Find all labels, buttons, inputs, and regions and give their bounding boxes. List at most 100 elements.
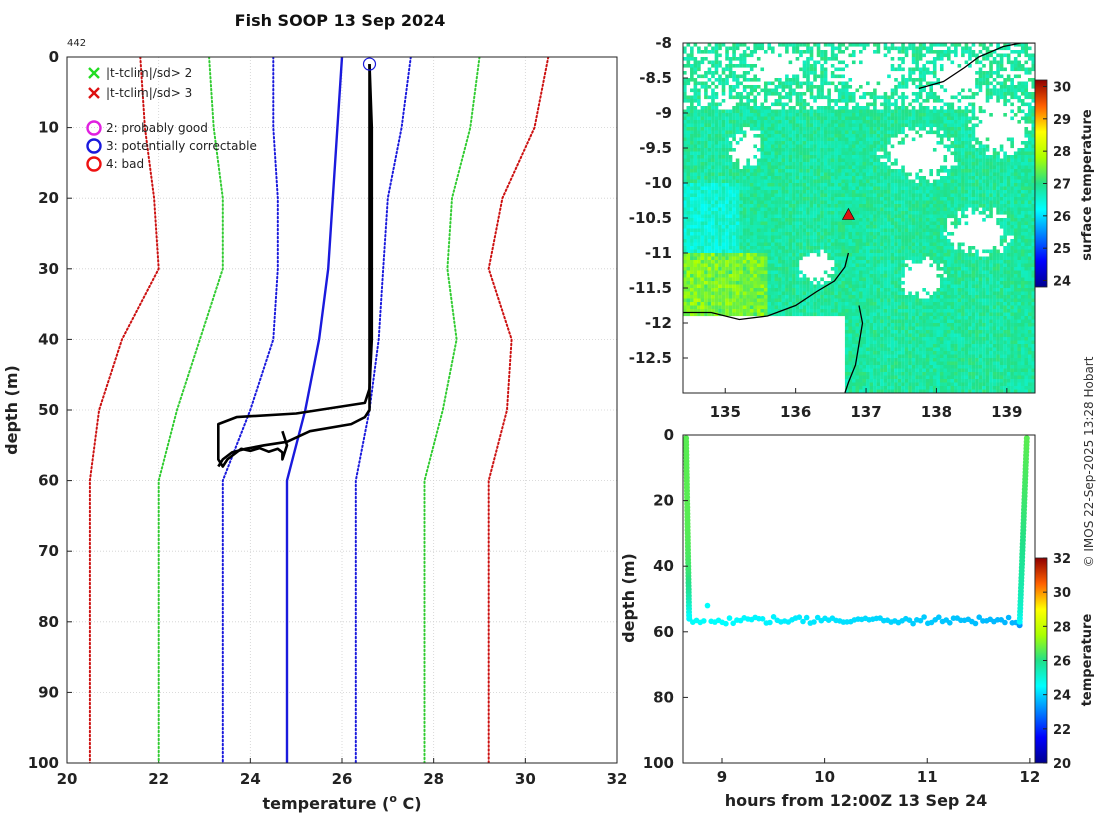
sst-cell: [904, 193, 909, 198]
sst-cell: [771, 158, 775, 163]
sst-cell: [855, 232, 860, 236]
sst-cell: [753, 183, 757, 187]
sst-cell: [855, 239, 860, 243]
sst-cell: [1017, 197, 1021, 201]
sst-cell: [989, 263, 993, 268]
sst-cell: [915, 228, 919, 233]
sst-cell: [827, 144, 831, 149]
sst-cell: [1027, 239, 1032, 243]
sst-cell: [816, 74, 821, 79]
sst-cell: [961, 256, 965, 261]
sst-cell: [968, 204, 972, 208]
sst-cell: [711, 141, 715, 145]
sst-cell: [866, 113, 870, 117]
sst-cell: [742, 263, 747, 268]
sst-cell: [925, 99, 930, 103]
sst-cell: [957, 120, 962, 124]
sst-cell: [823, 120, 828, 124]
sst-cell: [837, 207, 842, 212]
sst-cell: [763, 155, 768, 159]
sst-cell: [714, 200, 719, 205]
sst-cell: [873, 102, 877, 107]
sst-cell: [763, 116, 768, 121]
sst-cell: [939, 197, 944, 201]
sst-cell: [837, 190, 842, 194]
sst-cell: [732, 225, 736, 229]
sst-cell: [816, 193, 821, 198]
sst-cell: [880, 141, 884, 145]
sst-cell: [693, 200, 698, 205]
sst-cell: [880, 214, 884, 219]
sst-cell: [894, 235, 898, 240]
sst-cell: [947, 148, 951, 152]
sst-cell: [911, 109, 916, 114]
sst-cell: [781, 144, 786, 149]
sst-cell: [982, 43, 986, 47]
sst-cell: [975, 123, 979, 128]
sst-cell: [961, 204, 965, 208]
sst-cell: [989, 60, 993, 65]
sst-cell: [742, 169, 747, 173]
sst-cell: [739, 186, 743, 191]
profile-lines: [88, 57, 550, 763]
sst-cell: [830, 141, 835, 145]
sst-cell: [711, 242, 715, 247]
sst-cell: [851, 120, 856, 124]
sst-cell: [968, 172, 972, 177]
sst-cell: [862, 263, 867, 268]
sst-cell: [964, 200, 969, 205]
sst-cell: [792, 50, 796, 54]
sst-cell: [718, 193, 722, 198]
sst-cell: [728, 92, 733, 96]
sst-cell: [686, 113, 691, 117]
sst-cell: [841, 204, 845, 208]
sst-cell: [686, 256, 691, 261]
sst-cell: [753, 239, 757, 243]
sst-cell: [693, 120, 698, 124]
sst-cell: [1020, 81, 1025, 86]
sst-cell: [911, 225, 916, 229]
sst-cell: [700, 197, 705, 201]
sst-cell: [837, 197, 842, 201]
sst-cell: [749, 256, 754, 261]
sst-cell: [918, 207, 923, 212]
sst-cell: [1013, 172, 1018, 177]
sst-cell: [725, 204, 729, 208]
sst-cell: [844, 113, 849, 117]
sst-cell: [876, 193, 881, 198]
sst-cell: [809, 141, 814, 145]
sst-cell: [844, 190, 849, 194]
sst-cell: [968, 190, 972, 194]
sst-cell: [950, 113, 955, 117]
sst-cell: [686, 214, 691, 219]
sst-cell: [851, 263, 856, 268]
sst-cell: [760, 88, 765, 93]
sst-cell: [961, 158, 965, 163]
sst-cell: [714, 235, 719, 240]
sst-cell: [869, 249, 874, 254]
sst-cell: [844, 225, 849, 229]
sst-cell: [718, 197, 722, 201]
sst-cell: [999, 197, 1004, 201]
sst-cell: [735, 190, 740, 194]
sst-cell: [728, 113, 733, 117]
sst-cell: [866, 200, 870, 205]
sst-cell: [809, 207, 814, 212]
sst-cell: [725, 225, 729, 229]
sst-cell: [725, 109, 729, 114]
sst-cell: [922, 127, 926, 131]
sst-cell: [859, 260, 863, 264]
sst-cell: [756, 134, 761, 138]
sst-cell: [894, 242, 898, 247]
sst-cell: [834, 183, 838, 187]
sst-cell: [869, 218, 874, 222]
sst-cell: [774, 141, 779, 145]
sst-cell: [792, 179, 796, 184]
sst-cell: [915, 67, 919, 72]
sst-cell: [971, 116, 976, 121]
sst-cell: [841, 246, 845, 250]
sst-cell: [725, 235, 729, 240]
sst-cell: [707, 225, 712, 229]
sst-cell: [707, 214, 712, 219]
sst-cell: [1024, 260, 1029, 264]
